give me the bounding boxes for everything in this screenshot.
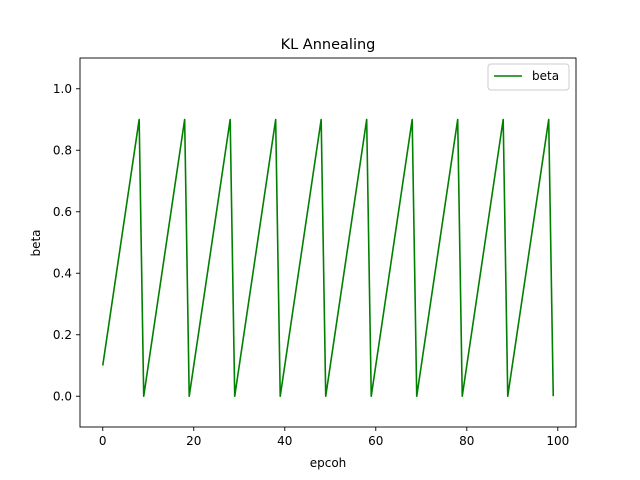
y-tick-label: 0.4 <box>53 266 72 280</box>
x-tick-label: 40 <box>277 434 292 448</box>
axis-ticks: 0 20 40 60 80 100 0.0 0.2 0.4 0.6 0.8 1.0 <box>53 82 569 448</box>
x-axis-label: epcoh <box>310 456 347 470</box>
chart-title: KL Annealing <box>281 37 376 53</box>
series-line-beta <box>101 118 555 398</box>
axes-frame <box>79 57 577 428</box>
plot-area <box>101 118 555 398</box>
x-tick-label: 80 <box>459 434 474 448</box>
legend-label-beta: beta <box>532 69 559 83</box>
legend: beta <box>487 63 570 91</box>
y-tick-label: 1.0 <box>53 82 72 96</box>
x-tick-label: 100 <box>546 434 569 448</box>
x-tick-label: 60 <box>368 434 383 448</box>
y-tick-label: 0.8 <box>53 143 72 157</box>
legend-box <box>487 63 570 91</box>
y-tick-label: 0.6 <box>53 205 72 219</box>
y-tick-label: 0.0 <box>53 389 72 403</box>
y-axis-label: beta <box>29 229 43 256</box>
x-tick-label: 20 <box>186 434 201 448</box>
y-tick-label: 0.2 <box>53 328 72 342</box>
x-tick-label: 0 <box>99 434 107 448</box>
